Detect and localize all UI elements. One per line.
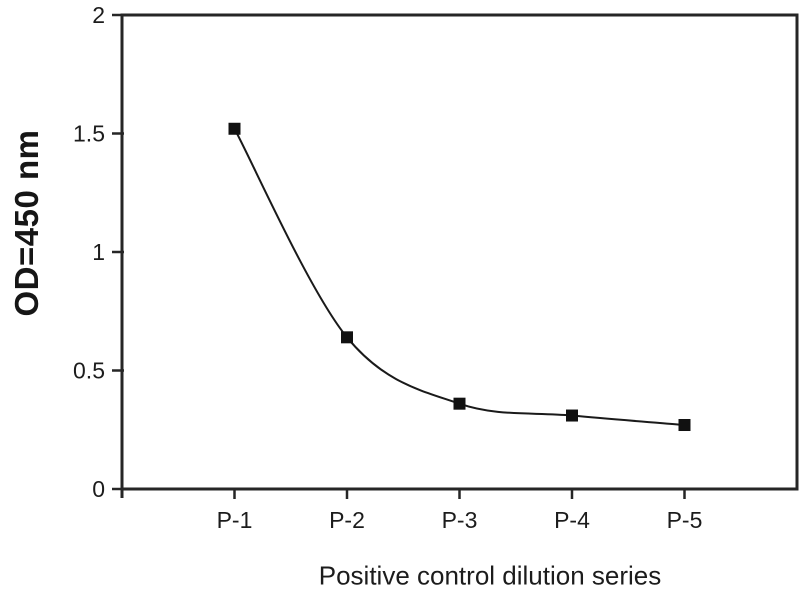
y-tick-label: 1 (92, 239, 105, 265)
y-tick-label: 2 (92, 2, 105, 28)
x-tick-label: P-5 (667, 507, 703, 533)
data-point-marker (566, 409, 578, 422)
data-point-marker (453, 397, 466, 410)
data-point-marker (228, 122, 241, 135)
x-tick-label: P-2 (329, 507, 365, 533)
data-point-marker (678, 419, 691, 432)
x-tick-label: P-4 (554, 507, 590, 533)
y-tick-label: 0 (92, 476, 105, 502)
y-tick-label: 1.5 (73, 121, 105, 147)
plot-border (120, 13, 799, 491)
x-axis-title: Positive control dilution series (318, 560, 662, 591)
y-axis-title: OD=450 nm (8, 129, 45, 317)
series-line (233, 128, 685, 427)
x-tick-label: P-1 (217, 507, 253, 533)
y-tick-label: 0.5 (73, 358, 105, 384)
data-point-marker (341, 331, 353, 344)
x-tick-label: P-3 (442, 507, 478, 533)
